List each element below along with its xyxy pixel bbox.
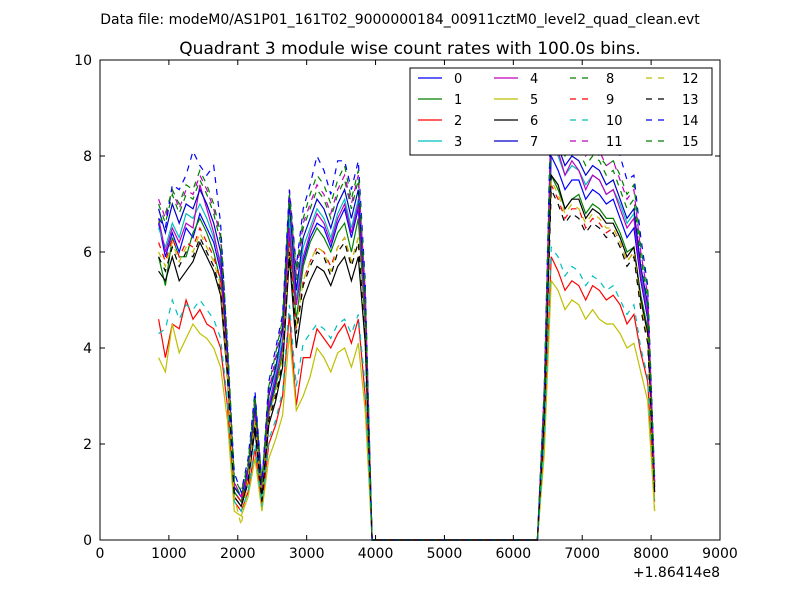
- suptitle: Data file: modeM0/AS1P01_161T02_90000001…: [100, 12, 700, 28]
- legend-label-5: 5: [530, 93, 538, 108]
- x-tick-label: 5000: [427, 546, 463, 562]
- legend-label-4: 4: [530, 72, 538, 87]
- plot-frame: [99, 59, 721, 541]
- legend-label-1: 1: [454, 93, 462, 108]
- legend-label-10: 10: [606, 114, 623, 129]
- y-tick-label: 8: [83, 149, 92, 165]
- legend-label-9: 9: [606, 93, 614, 108]
- legend-label-2: 2: [454, 114, 462, 129]
- x-tick-label: 4000: [358, 546, 394, 562]
- series-line-1: [158, 174, 656, 541]
- series-line-13: [158, 189, 656, 541]
- legend-label-11: 11: [606, 135, 623, 150]
- x-tick-label: 1000: [151, 546, 187, 562]
- series-line-7: [158, 131, 656, 541]
- y-tick-label: 0: [83, 533, 92, 549]
- x-tick-label: 8000: [633, 546, 669, 562]
- x-tick-label: 2000: [220, 546, 256, 562]
- legend-label-6: 6: [530, 114, 538, 129]
- legend-label-7: 7: [530, 135, 538, 150]
- legend-label-8: 8: [606, 72, 614, 87]
- series-line-12: [158, 179, 656, 541]
- x-offset-label: +1.86414e8: [633, 565, 720, 581]
- x-tick-label: 3000: [289, 546, 325, 562]
- y-tick-label: 2: [83, 437, 92, 453]
- x-tick-label: 9000: [702, 546, 738, 562]
- y-tick-label: 6: [83, 245, 92, 261]
- legend-label-12: 12: [682, 72, 699, 87]
- series-line-10: [158, 245, 656, 541]
- series-line-4: [158, 136, 656, 541]
- series-line-2: [158, 256, 656, 541]
- y-tick-label: 10: [74, 53, 92, 69]
- legend-label-13: 13: [682, 93, 699, 108]
- x-tick-label: 0: [96, 546, 105, 562]
- series-line-5: [158, 279, 656, 541]
- series-line-6: [158, 173, 656, 541]
- x-tick-label: 7000: [564, 546, 600, 562]
- legend-label-0: 0: [454, 72, 462, 87]
- series-line-0: [158, 155, 656, 541]
- legend-label-14: 14: [682, 114, 699, 129]
- series-line-14: [158, 77, 656, 541]
- series-line-8: [158, 122, 656, 541]
- axis-ticks: 0 1000 2000 3000 4000 5000 6000 7000 8000 9000 0 2 4…: [74, 53, 738, 562]
- chart-title: Quadrant 3 module wise count rates with …: [179, 39, 640, 59]
- legend-label-15: 15: [682, 135, 699, 150]
- y-tick-label: 4: [83, 341, 92, 357]
- legend-label-3: 3: [454, 135, 462, 150]
- x-tick-label: 6000: [496, 546, 532, 562]
